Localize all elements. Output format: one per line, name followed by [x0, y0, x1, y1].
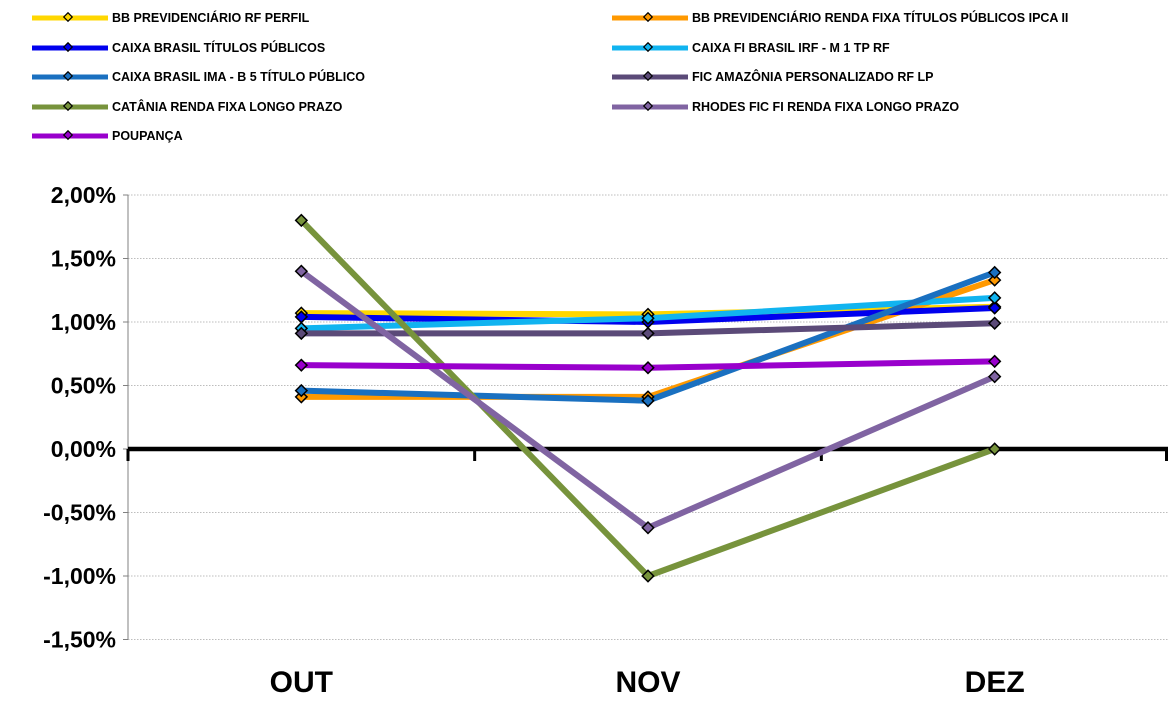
legend-swatch: [610, 11, 690, 25]
data-point: [987, 316, 1002, 330]
legend-swatch: [30, 41, 110, 55]
data-point: [641, 394, 655, 408]
legend-item: RHODES FIC FI RENDA FIXA LONGO PRAZO: [610, 97, 959, 117]
legend-swatch: [30, 129, 110, 143]
chart-legend: BB PREVIDENCIÁRIO RF PERFIL BB PREVIDENCI…: [0, 0, 1169, 175]
legend-item: CAIXA BRASIL TÍTULOS PÚBLICOS: [30, 38, 325, 58]
legend-swatch: [30, 70, 110, 84]
legend-label: FIC AMAZÔNIA PERSONALIZADO RF LP: [692, 70, 934, 84]
legend-swatch: [30, 100, 110, 114]
x-tick-label: OUT: [270, 666, 333, 699]
legend-label: POUPANÇA: [112, 129, 183, 143]
legend-label: BB PREVIDENCIÁRIO RF PERFIL: [112, 11, 310, 25]
data-point: [294, 310, 309, 324]
data-point: [987, 273, 1002, 287]
data-point: [294, 358, 309, 372]
data-point: [987, 291, 1002, 305]
data-point: [294, 213, 309, 228]
data-point: [294, 264, 309, 278]
legend-item: POUPANÇA: [30, 126, 183, 146]
data-point: [641, 569, 655, 583]
legend-label: RHODES FIC FI RENDA FIXA LONGO PRAZO: [692, 99, 960, 114]
data-point: [987, 265, 1002, 280]
legend-item: BB PREVIDENCIÁRIO RENDA FIXA TÍTULOS PÚB…: [610, 8, 1068, 28]
data-point: [294, 383, 309, 398]
x-tick-label: DEZ: [965, 666, 1025, 699]
y-tick-label: -0,50%: [43, 500, 116, 526]
legend-label: BB PREVIDENCIÁRIO RENDA FIXA TÍTULOS PÚB…: [692, 11, 1069, 25]
legend-label: CAIXA FI BRASIL IRF - M 1 TP RF: [692, 40, 890, 55]
legend-item: CAIXA BRASIL IMA - B 5 TÍTULO PÚBLICO: [30, 67, 365, 87]
data-point: [641, 326, 655, 341]
legend-label: CATÂNIA RENDA FIXA LONGO PRAZO: [112, 99, 343, 114]
data-point: [641, 521, 655, 535]
legend-label: CAIXA BRASIL TÍTULOS PÚBLICOS: [112, 40, 326, 55]
data-point: [987, 369, 1002, 384]
data-point: [641, 311, 655, 325]
y-tick-label: 0,00%: [51, 436, 116, 462]
legend-item: CATÂNIA RENDA FIXA LONGO PRAZO: [30, 97, 342, 117]
y-tick-label: 2,00%: [51, 182, 116, 208]
legend-label: CAIXA BRASIL IMA - B 5 TÍTULO PÚBLICO: [112, 70, 366, 84]
x-tick-label: NOV: [615, 666, 680, 699]
y-tick-label: -1,00%: [43, 563, 116, 589]
data-point: [294, 326, 309, 341]
legend-swatch: [30, 11, 110, 25]
y-tick-label: 1,00%: [51, 309, 116, 335]
data-point: [987, 442, 1002, 456]
y-tick-label: 0,50%: [51, 373, 116, 399]
legend-item: CAIXA FI BRASIL IRF - M 1 TP RF: [610, 38, 890, 58]
legend-swatch: [610, 70, 690, 84]
legend-swatch: [610, 41, 690, 55]
legend-item: BB PREVIDENCIÁRIO RF PERFIL: [30, 8, 309, 28]
legend-swatch: [610, 100, 690, 114]
data-point: [987, 301, 1002, 315]
data-point: [641, 361, 655, 375]
data-point: [987, 354, 1002, 369]
legend-item: FIC AMAZÔNIA PERSONALIZADO RF LP: [610, 67, 933, 87]
y-tick-label: -1,50%: [43, 627, 116, 653]
y-tick-label: 1,50%: [51, 246, 116, 272]
